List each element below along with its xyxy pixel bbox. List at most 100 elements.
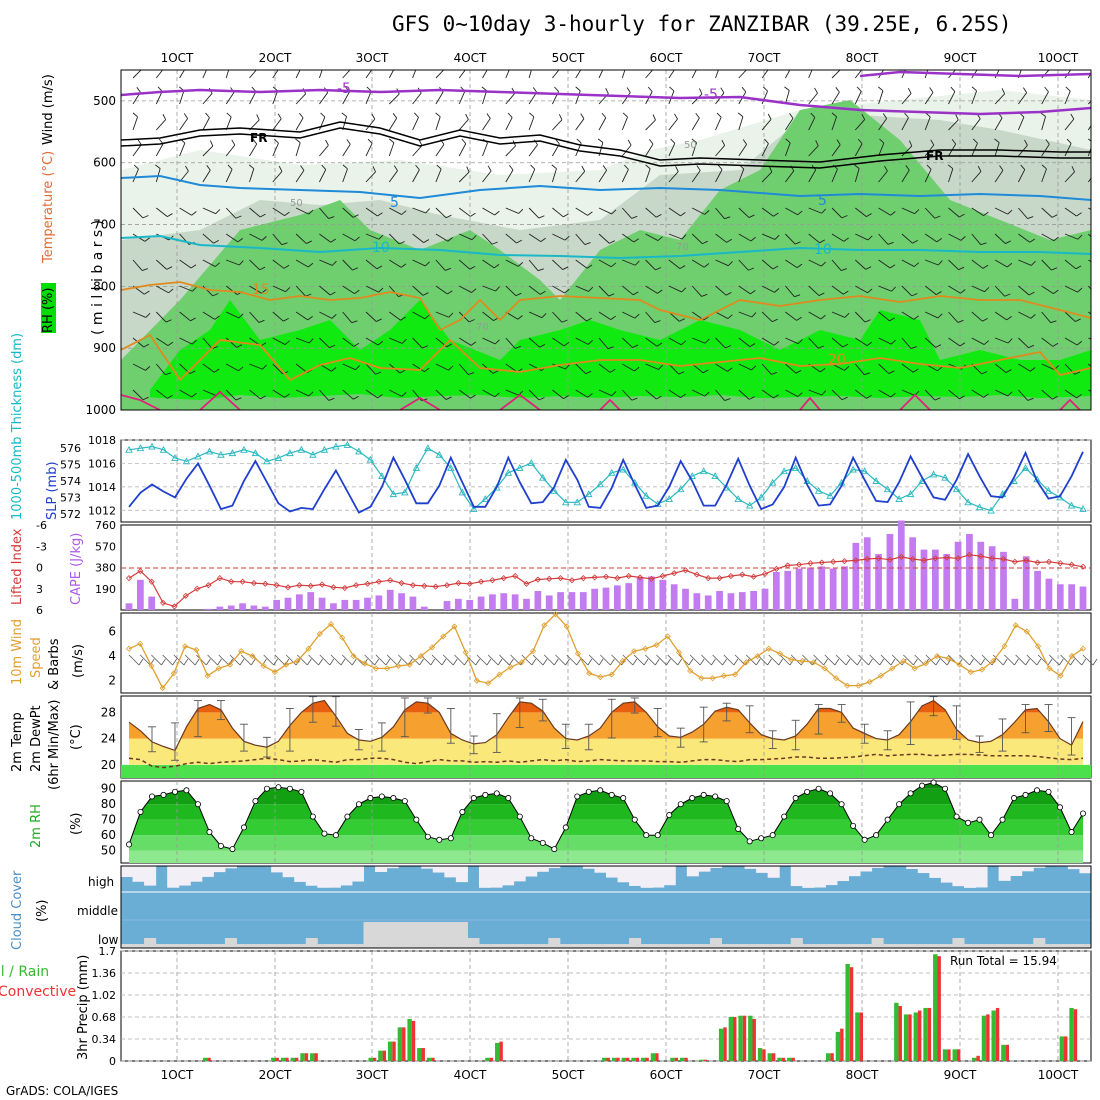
cloud-low-block <box>640 944 653 948</box>
precip-total-bar <box>495 1042 500 1061</box>
thickness-point <box>895 495 903 502</box>
rh2m-point <box>976 816 983 823</box>
wind-barb-flag <box>563 395 569 400</box>
wind-barb-flag <box>558 114 563 120</box>
lifted-index-point <box>137 567 144 575</box>
lifted-index-point <box>1068 561 1075 568</box>
wind-barb <box>1018 363 1031 372</box>
precip-convective-bar <box>908 1014 912 1061</box>
wind-barb <box>552 337 565 347</box>
wind-barb <box>528 337 540 348</box>
wind10-barb-flag <box>610 658 615 666</box>
wind-barb-flag <box>602 165 607 171</box>
wind-barb <box>295 170 305 183</box>
wind-barb <box>1064 70 1072 79</box>
wind-barb <box>225 92 235 105</box>
upper-wind-barbs <box>132 70 1091 402</box>
wind10-point <box>597 673 604 681</box>
lifted-index-point <box>364 580 371 587</box>
wind-barb-flag <box>631 215 638 219</box>
precip-convective-bar <box>1064 1036 1068 1061</box>
wind-barb-flag <box>445 267 452 271</box>
wind-barb-flag <box>205 112 210 118</box>
wind-barb <box>155 70 164 79</box>
wind10-markers <box>125 611 1087 692</box>
wind-barb-flag <box>717 164 723 170</box>
wind-barb-flag <box>554 86 559 92</box>
wind-barb-flag <box>157 86 163 92</box>
lifted-index-point <box>807 560 814 567</box>
wind-barb <box>621 337 633 348</box>
wind10-barb-flag <box>677 658 683 666</box>
wind-barb <box>155 363 166 376</box>
lifted-index-point <box>466 580 473 587</box>
precip-tick: 1.7 <box>99 945 117 958</box>
wind-barb <box>156 337 169 347</box>
wind-barb-flag <box>530 164 536 170</box>
wind-barb-flag <box>260 342 267 347</box>
rh2m-point <box>551 846 558 853</box>
wind-barb-flag <box>136 87 141 93</box>
wind-barb <box>645 168 651 183</box>
wind-barb-flag <box>926 164 932 170</box>
thickness-point <box>539 473 547 481</box>
wind-barb <box>458 119 469 131</box>
wind-barb-flag <box>888 370 895 374</box>
precip-total-bar <box>855 1012 860 1061</box>
wind-barb <box>1041 233 1055 242</box>
cape-bar <box>284 597 292 610</box>
precip-convective-bar <box>917 1010 922 1061</box>
wind-barb <box>1064 143 1072 157</box>
cloud-high-block <box>305 866 318 886</box>
wind-barb <box>1088 259 1091 263</box>
lifted-index-point <box>546 575 553 582</box>
wind-barb-flag <box>937 260 943 266</box>
lifted-index-point <box>625 572 632 580</box>
wind-barb <box>132 207 144 219</box>
wind-barb <box>994 207 1008 215</box>
lifted-index-point <box>671 570 678 577</box>
cape-bar <box>943 554 951 610</box>
wind-barb-flag <box>891 286 897 292</box>
wind-barb-flag <box>867 288 873 294</box>
lifted-index-point <box>739 571 746 578</box>
wind-barb-flag <box>959 213 965 218</box>
wind-barb-flag <box>958 266 965 271</box>
wind-barb <box>202 311 216 320</box>
wind10-panel: 642 10m Wind Speed & Barbs (m/s) <box>10 611 1098 694</box>
wind-barb-flag <box>935 344 942 348</box>
wind-barb <box>1064 337 1078 346</box>
cloud-high-block <box>848 866 861 877</box>
wind-barb-flag <box>238 313 244 319</box>
wind10-barb <box>1060 654 1071 666</box>
cloud-low-block <box>582 944 595 948</box>
wind10-point <box>507 664 514 671</box>
cape-bar <box>909 537 917 610</box>
wind-barb <box>202 70 207 79</box>
wind-barb <box>365 233 380 240</box>
wind-barb <box>948 337 961 347</box>
wind-barb <box>342 70 351 79</box>
li-tick: 0 <box>36 562 43 575</box>
cape-bar <box>807 567 814 610</box>
wind-barb-flag <box>486 113 491 119</box>
wind-barb-flag <box>155 164 161 169</box>
wind10-barb-flag <box>441 658 447 666</box>
precip-total-bar <box>913 1012 918 1061</box>
wind-barb <box>505 145 516 157</box>
thickness-point <box>504 468 513 476</box>
cloud-low-block <box>167 944 180 948</box>
precip-convective-bar <box>635 1057 640 1061</box>
thickness-point <box>585 490 593 498</box>
bottom-x-label: 5OCT <box>552 1068 585 1082</box>
thickness-point <box>849 465 857 473</box>
wind-barb-flag <box>601 112 607 119</box>
wind-barb <box>948 119 959 131</box>
cape-bar <box>125 603 133 610</box>
wind-barb <box>365 70 373 79</box>
wind10-barb <box>151 654 162 666</box>
cloud-high-block <box>178 866 191 886</box>
wind-barb <box>994 337 1009 344</box>
wind-barb-flag <box>724 216 731 220</box>
